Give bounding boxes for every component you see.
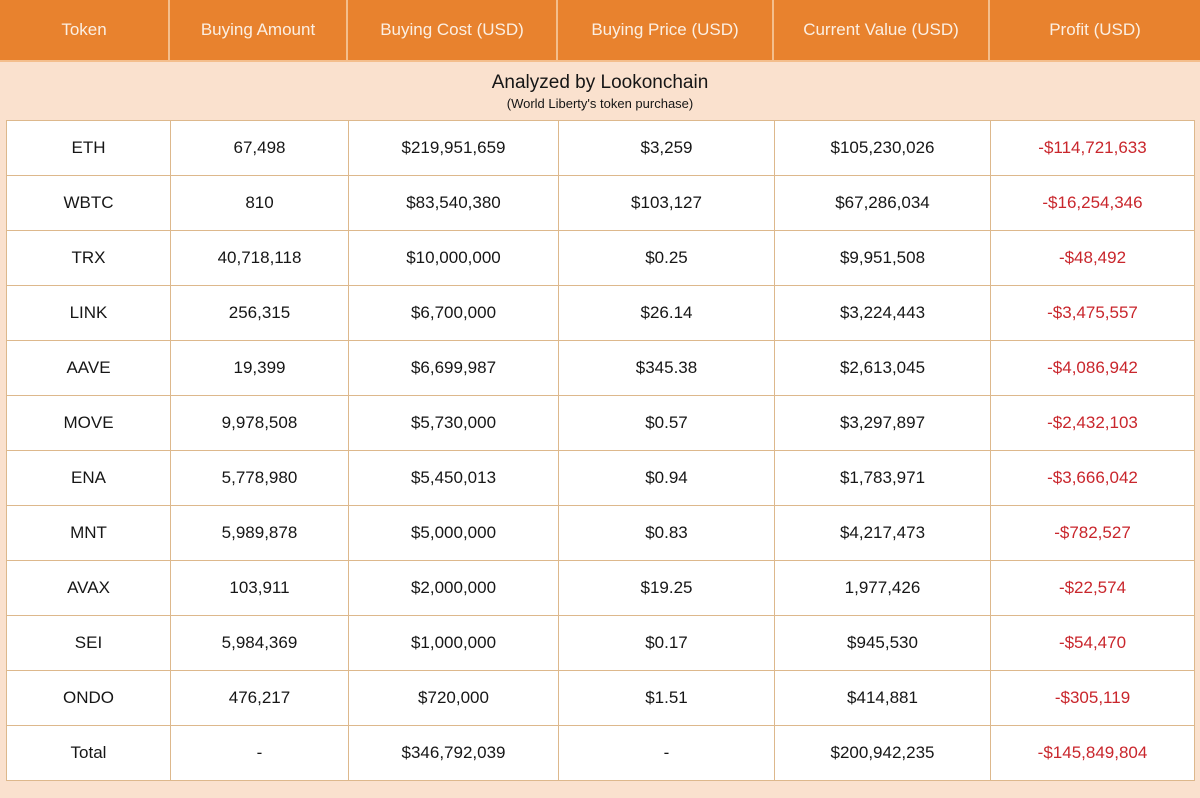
table-row: MOVE 9,978,508 $5,730,000 $0.57 $3,297,897 -$… [6, 395, 1195, 451]
buying-price-cell: $0.94 [558, 450, 775, 506]
current-value-cell: $3,224,443 [774, 285, 991, 341]
token-cell: TRX [6, 230, 171, 286]
current-value-cell: $2,613,045 [774, 340, 991, 396]
table-row: AVAX 103,911 $2,000,000 $19.25 1,977,426 -$22… [6, 560, 1195, 616]
buying-price-cell: - [558, 725, 775, 781]
buying-amount-cell: 67,498 [170, 120, 349, 176]
buying-cost-cell: $6,699,987 [348, 340, 559, 396]
token-cell: SEI [6, 615, 171, 671]
token-table: ETH 67,498 $219,951,659 $3,259 $105,230,026-… [6, 120, 1195, 781]
table-row: WBTC 810 $83,540,380 $103,127 $67,286,034 -$1… [6, 175, 1195, 231]
profit-cell: -$114,721,633 [990, 120, 1195, 176]
buying-cost-cell: $1,000,000 [348, 615, 559, 671]
current-value-cell: 1,977,426 [774, 560, 991, 616]
current-value-cell: $3,297,897 [774, 395, 991, 451]
table-row: AAVE 19,399 $6,699,987 $345.38 $2,613,045 -$4… [6, 340, 1195, 396]
buying-price-cell: $345.38 [558, 340, 775, 396]
buying-price-cell: $26.14 [558, 285, 775, 341]
profit-cell: -$16,254,346 [990, 175, 1195, 231]
table-body: ETH 67,498 $219,951,659 $3,259 $105,230,026-… [6, 120, 1195, 781]
buying-amount-cell: 476,217 [170, 670, 349, 726]
table-row: ONDO 476,217 $720,000 $1.51 $414,881 -$305,11… [6, 670, 1195, 726]
column-header-buying-price: Buying Price (USD) [558, 0, 774, 60]
profit-cell: -$3,666,042 [990, 450, 1195, 506]
column-header-current-value: Current Value (USD) [774, 0, 990, 60]
buying-cost-cell: $5,450,013 [348, 450, 559, 506]
current-value-cell: $4,217,473 [774, 505, 991, 561]
profit-cell: -$3,475,557 [990, 285, 1195, 341]
buying-price-cell: $3,259 [558, 120, 775, 176]
buying-cost-cell: $83,540,380 [348, 175, 559, 231]
column-header-token: Token [0, 0, 170, 60]
table-header-row: Token Buying Amount Buying Cost (USD) Bu… [0, 0, 1200, 62]
current-value-cell: $945,530 [774, 615, 991, 671]
buying-cost-cell: $346,792,039 [348, 725, 559, 781]
buying-cost-cell: $10,000,000 [348, 230, 559, 286]
column-header-buying-amount: Buying Amount [170, 0, 348, 60]
table-row: MNT 5,989,878 $5,000,000 $0.83 $4,217,473 -$7… [6, 505, 1195, 561]
buying-price-cell: $103,127 [558, 175, 775, 231]
token-cell: Total [6, 725, 171, 781]
token-cell: LINK [6, 285, 171, 341]
buying-cost-cell: $219,951,659 [348, 120, 559, 176]
buying-cost-cell: $5,730,000 [348, 395, 559, 451]
buying-price-cell: $0.25 [558, 230, 775, 286]
profit-cell: -$4,086,942 [990, 340, 1195, 396]
profit-cell: -$22,574 [990, 560, 1195, 616]
table-row: LINK 256,315 $6,700,000 $26.14 $3,224,443 -$3… [6, 285, 1195, 341]
current-value-cell: $414,881 [774, 670, 991, 726]
table-row: Total - $346,792,039- $200,942,235 -$145,849… [6, 725, 1195, 781]
column-header-profit: Profit (USD) [1049, 20, 1141, 39]
token-cell: ENA [6, 450, 171, 506]
buying-cost-cell: $5,000,000 [348, 505, 559, 561]
buying-amount-cell: 810 [170, 175, 349, 231]
current-value-cell: $67,286,034 [774, 175, 991, 231]
banner-title: Analyzed by Lookonchain [491, 71, 709, 93]
token-cell: AAVE [6, 340, 171, 396]
table-row: TRX 40,718,118 $10,000,000 $0.25 $9,951,508-… [6, 230, 1195, 286]
table-row: SEI 5,984,369 $1,000,000 $0.17 $945,530 -$54,… [6, 615, 1195, 671]
token-cell: WBTC [6, 175, 171, 231]
table-body-wrap: ETH 67,498 $219,951,659 $3,259 $105,230,026-… [0, 120, 1200, 789]
current-value-cell: $9,951,508 [774, 230, 991, 286]
buying-amount-cell: 5,778,980 [170, 450, 349, 506]
profit-cell: -$305,119 [990, 670, 1195, 726]
buying-amount-cell: 5,984,369 [170, 615, 349, 671]
profit-cell: -$54,470 [990, 615, 1195, 671]
profit-cell: -$145,849,804 [990, 725, 1195, 781]
buying-amount-cell: 5,989,878 [170, 505, 349, 561]
token-cell: ONDO [6, 670, 171, 726]
buying-price-cell: $0.83 [558, 505, 775, 561]
buying-cost-cell: $720,000 [348, 670, 559, 726]
table-row: ETH 67,498 $219,951,659 $3,259 $105,230,026-… [6, 120, 1195, 176]
buying-price-cell: $19.25 [558, 560, 775, 616]
buying-amount-cell: 9,978,508 [170, 395, 349, 451]
token-cell: ETH [6, 120, 171, 176]
table-row: ENA 5,778,980 $5,450,013 $0.94 $1,783,971 -$3… [6, 450, 1195, 506]
buying-price-cell: $1.51 [558, 670, 775, 726]
token-cell: AVAX [6, 560, 171, 616]
buying-amount-cell: - [170, 725, 349, 781]
current-value-cell: $200,942,235 [774, 725, 991, 781]
token-cell: MOVE [6, 395, 171, 451]
profit-cell: -$48,492 [990, 230, 1195, 286]
buying-amount-cell: 19,399 [170, 340, 349, 396]
buying-amount-cell: 256,315 [170, 285, 349, 341]
banner-subtitle: (World Liberty's token purchase) [506, 95, 694, 111]
current-value-cell: $105,230,026 [774, 120, 991, 176]
buying-amount-cell: 103,911 [170, 560, 349, 616]
buying-price-cell: $0.17 [558, 615, 775, 671]
buying-price-cell: $0.57 [558, 395, 775, 451]
buying-cost-cell: $6,700,000 [348, 285, 559, 341]
current-value-cell: $1,783,971 [774, 450, 991, 506]
token-cell: MNT [6, 505, 171, 561]
profit-cell: -$2,432,103 [990, 395, 1195, 451]
analysis-banner: Analyzed by Lookonchain (World Liberty's… [0, 62, 1200, 120]
column-header-buying-cost: Buying Cost (USD) [348, 0, 558, 60]
profit-cell: -$782,527 [990, 505, 1195, 561]
buying-cost-cell: $2,000,000 [348, 560, 559, 616]
buying-amount-cell: 40,718,118 [170, 230, 349, 286]
